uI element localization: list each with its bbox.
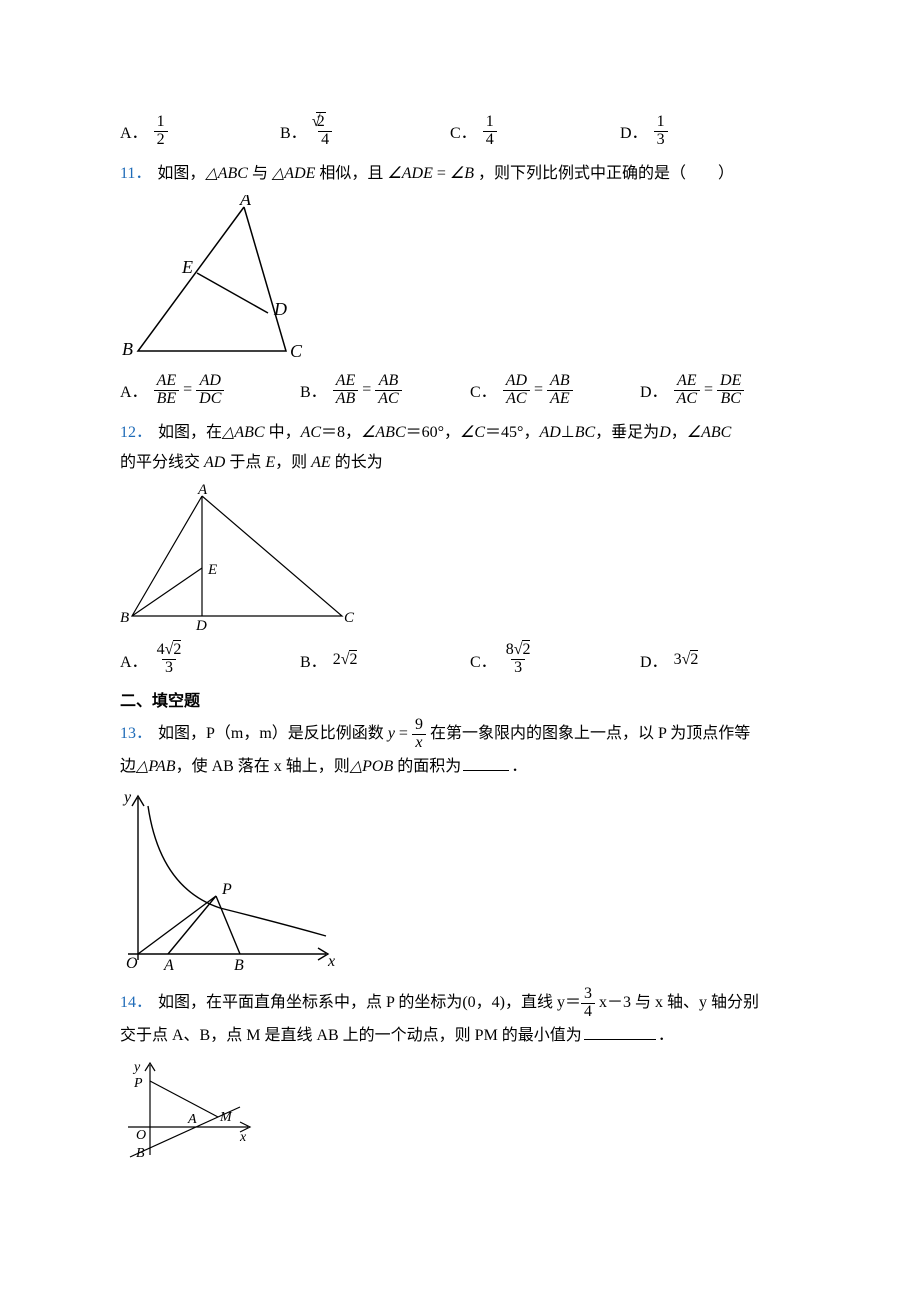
q14-figure: y P O A M x B xyxy=(120,1057,260,1167)
q12-options: A． 4√2 3 B． 2√2 C． 8√2 3 D． 3√2 xyxy=(120,642,800,677)
svg-text:x: x xyxy=(327,953,335,970)
svg-text:A: A xyxy=(197,484,208,498)
vertex-label: B xyxy=(122,339,133,359)
q10-opt-a: A． 1 2 xyxy=(120,114,280,149)
svg-text:y: y xyxy=(122,789,132,806)
q12-stem-line2: 的平分线交 AD 于点 E，则 AE 的长为 xyxy=(120,448,800,478)
svg-text:P: P xyxy=(133,1076,143,1091)
svg-text:C: C xyxy=(344,610,355,626)
q14-stem-line2: 交于点 A、B，点 M 是直线 AB 上的一个动点，则 PM 的最小值为． xyxy=(120,1021,800,1051)
svg-text:D: D xyxy=(195,618,207,634)
q12-opt-d: D． 3√2 xyxy=(640,648,790,672)
q11-opt-c: C． ADAC = ABAE xyxy=(470,373,640,408)
svg-text:E: E xyxy=(207,562,217,578)
svg-text:M: M xyxy=(219,1110,233,1125)
q12-opt-b: B． 2√2 xyxy=(300,648,470,672)
vertex-label: D xyxy=(273,299,287,319)
q10-options: A． 1 2 B． 2√ 4 C． 1 4 D． 1 3 xyxy=(120,114,800,149)
svg-text:A: A xyxy=(163,957,174,974)
q14-stem-line1: 14． 如图，在平面直角坐标系中，点 P 的坐标为(0，4)，直线 y＝34 x… xyxy=(120,986,800,1021)
fraction: 1 4 xyxy=(483,114,497,149)
svg-text:O: O xyxy=(126,955,138,972)
svg-text:B: B xyxy=(120,610,129,626)
fraction: 1 3 xyxy=(654,114,668,149)
opt-label: B． xyxy=(280,119,307,143)
q13-stem-line2: 边△PAB，使 AB 落在 x 轴上，则△POB 的面积为． xyxy=(120,752,800,782)
q12-opt-a: A． 4√2 3 xyxy=(120,642,300,677)
q11-opt-d: D． AEAC = DEBC xyxy=(640,373,790,408)
svg-text:y: y xyxy=(132,1060,141,1075)
svg-text:B: B xyxy=(234,957,244,974)
q12-figure: A B C D E xyxy=(120,484,360,634)
opt-label: A． xyxy=(120,119,148,143)
question-number: 13． xyxy=(120,725,152,742)
q13-stem-line1: 13． 如图，P（m，m）是反比例函数 y = 9x 在第一象限内的图象上一点，… xyxy=(120,717,800,752)
fraction: 2√ 4 xyxy=(313,114,338,149)
vertex-label: C xyxy=(290,341,303,361)
q12-stem-line1: 12． 如图，在△ABC 中，AC＝8，∠ABC＝60°，∠C＝45°，AD⊥B… xyxy=(120,418,800,448)
svg-text:O: O xyxy=(136,1128,146,1143)
q11-opt-a: A． AEBE = ADDC xyxy=(120,373,300,408)
q11-text: 如图，△ABC 与 △ADE 相似，且 ∠ADE = ∠B ，则下列比例式中正确… xyxy=(157,165,734,182)
fill-blank xyxy=(584,1021,656,1040)
section-2-title: 二、填空题 xyxy=(120,687,800,711)
svg-text:P: P xyxy=(221,881,232,898)
q11-figure: A E D B C xyxy=(120,195,330,365)
question-number: 12． xyxy=(120,424,152,441)
q10-opt-d: D． 1 3 xyxy=(620,114,770,149)
svg-text:B: B xyxy=(136,1146,145,1161)
vertex-label: E xyxy=(181,257,193,277)
q11-stem: 11． 如图，△ABC 与 △ADE 相似，且 ∠ADE = ∠B ，则下列比例… xyxy=(120,159,800,189)
fill-blank xyxy=(463,752,509,771)
q13-figure: y x O A B P xyxy=(120,788,340,978)
q11-options: A． AEBE = ADDC B． AEAB = ABAC C． ADAC = … xyxy=(120,373,800,408)
question-number: 14． xyxy=(120,994,152,1011)
vertex-label: A xyxy=(239,195,252,209)
q10-opt-b: B． 2√ 4 xyxy=(280,114,450,149)
q11-opt-b: B． AEAB = ABAC xyxy=(300,373,470,408)
opt-label: C． xyxy=(450,119,477,143)
opt-label: D． xyxy=(620,119,648,143)
question-number: 11． xyxy=(120,165,151,182)
svg-text:A: A xyxy=(187,1112,197,1127)
q10-opt-c: C． 1 4 xyxy=(450,114,620,149)
svg-text:x: x xyxy=(239,1130,247,1145)
q12-opt-c: C． 8√2 3 xyxy=(470,642,640,677)
fraction: 1 2 xyxy=(154,114,168,149)
